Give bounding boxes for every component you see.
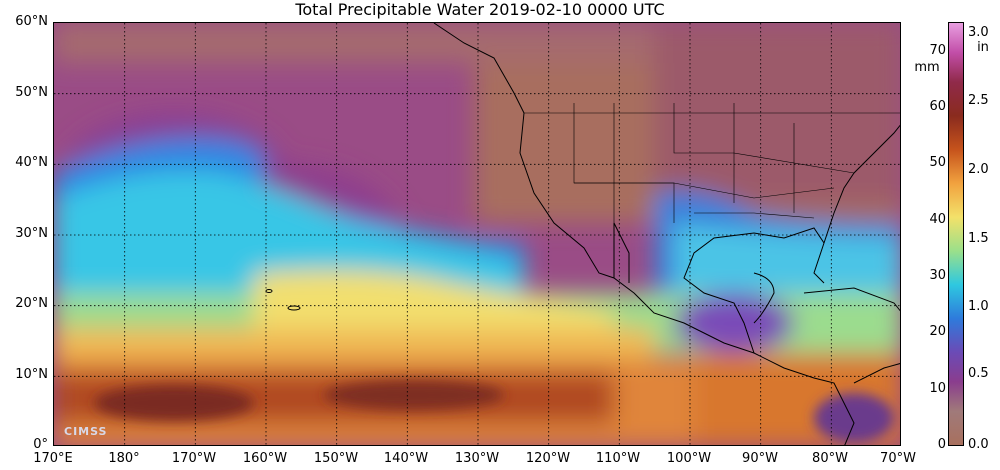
lat-label-equator: 0° [33, 437, 48, 452]
lon-label-130w: 130°W [454, 451, 500, 466]
lat-label-50n: 50°N [15, 85, 48, 100]
lon-label-180: 180° [108, 451, 140, 466]
lon-label-90w: 90°W [742, 451, 778, 466]
lon-label-140w: 140°W [383, 451, 429, 466]
colorbar-mm-tick: 60 [929, 99, 946, 114]
colorbar-mm-tick: 70 [929, 43, 946, 58]
lon-label-150w: 150°W [313, 451, 359, 466]
colorbar-mm-tick: 30 [929, 268, 946, 283]
colorbar-in-tick: 1.0 [968, 299, 989, 314]
lon-label-100w: 100°W [666, 451, 712, 466]
colorbar-in-tick: 1.5 [968, 231, 989, 246]
tpw-map [53, 22, 901, 446]
colorbar-mm-tick: 10 [929, 381, 946, 396]
colorbar-mm-tick: 20 [929, 324, 946, 339]
lon-label-110w: 110°W [595, 451, 641, 466]
lon-label-120w: 120°W [525, 451, 571, 466]
colorbar-unit-in: in [977, 40, 989, 55]
lon-label-80w: 80°W [812, 451, 848, 466]
lat-label-30n: 30°N [15, 226, 48, 241]
colorbar-in-tick: 0.5 [968, 366, 989, 381]
lat-label-40n: 40°N [15, 155, 48, 170]
tpw-map-svg [54, 23, 900, 445]
lat-label-60n: 60°N [15, 14, 48, 29]
colorbar-in-tick: 2.5 [968, 93, 989, 108]
colorbar-unit-mm: mm [914, 60, 940, 75]
colorbar-in-tick: 3.0 [968, 25, 989, 40]
colorbar-mm-tick: 0 [937, 437, 946, 452]
lat-label-20n: 20°N [15, 296, 48, 311]
cimss-watermark: CIMSS [64, 425, 108, 438]
colorbar-mm-tick: 50 [929, 155, 946, 170]
lon-label-70w: 70°W [880, 451, 916, 466]
colorbar [948, 22, 964, 446]
colorbar-mm-tick: 40 [929, 212, 946, 227]
lat-label-10n: 10°N [15, 367, 48, 382]
lon-label-160w: 160°W [242, 451, 288, 466]
map-title: Total Precipitable Water 2019-02-10 0000… [295, 0, 665, 19]
lon-label-170e: 170°E [33, 451, 73, 466]
colorbar-in-tick: 2.0 [968, 162, 989, 177]
lon-label-170w: 170°W [171, 451, 217, 466]
colorbar-in-tick: 0.0 [968, 437, 989, 452]
